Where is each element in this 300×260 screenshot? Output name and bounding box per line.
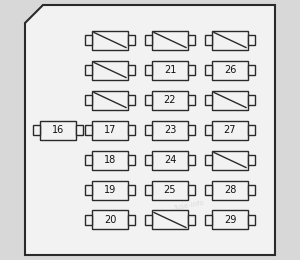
Bar — [145, 215, 152, 225]
Bar — [128, 35, 135, 45]
Bar — [128, 215, 135, 225]
Bar — [85, 125, 92, 135]
Bar — [92, 151, 128, 170]
Bar — [248, 95, 255, 105]
Bar — [92, 90, 128, 109]
Bar — [188, 155, 195, 165]
Bar — [145, 125, 152, 135]
Bar — [85, 215, 92, 225]
Polygon shape — [25, 5, 275, 255]
Text: fuse-info: fuse-info — [174, 199, 206, 211]
Bar — [145, 95, 152, 105]
Text: 24: 24 — [164, 155, 176, 165]
Bar — [188, 65, 195, 75]
Bar — [212, 211, 248, 230]
Bar — [205, 125, 212, 135]
Bar — [40, 120, 76, 140]
Bar — [145, 65, 152, 75]
Bar — [188, 125, 195, 135]
Bar — [33, 125, 40, 135]
Bar — [85, 185, 92, 195]
Bar — [152, 90, 188, 109]
Bar — [85, 95, 92, 105]
Bar — [212, 90, 248, 109]
Text: 25: 25 — [164, 185, 176, 195]
Bar — [92, 180, 128, 199]
Text: 19: 19 — [104, 185, 116, 195]
Bar — [205, 65, 212, 75]
Bar — [152, 61, 188, 80]
Bar — [92, 211, 128, 230]
Bar — [152, 211, 188, 230]
Text: 28: 28 — [224, 185, 236, 195]
Bar — [128, 185, 135, 195]
Bar — [205, 95, 212, 105]
Bar — [152, 180, 188, 199]
Bar — [205, 215, 212, 225]
Bar — [188, 35, 195, 45]
Text: 29: 29 — [224, 215, 236, 225]
Bar — [92, 120, 128, 140]
Bar — [212, 120, 248, 140]
Bar — [188, 215, 195, 225]
Bar — [248, 155, 255, 165]
Bar — [145, 35, 152, 45]
Bar — [212, 151, 248, 170]
Bar — [205, 155, 212, 165]
Text: 18: 18 — [104, 155, 116, 165]
Text: 27: 27 — [224, 125, 236, 135]
Bar — [76, 125, 83, 135]
Bar — [212, 61, 248, 80]
Text: 22: 22 — [164, 95, 176, 105]
Bar — [92, 61, 128, 80]
Bar — [85, 35, 92, 45]
Bar — [152, 151, 188, 170]
Bar — [128, 65, 135, 75]
Bar — [205, 185, 212, 195]
Bar — [152, 30, 188, 49]
Bar — [128, 155, 135, 165]
Bar — [212, 180, 248, 199]
Text: 20: 20 — [104, 215, 116, 225]
Bar — [248, 125, 255, 135]
Bar — [248, 35, 255, 45]
Bar — [85, 155, 92, 165]
Bar — [188, 95, 195, 105]
Bar — [152, 120, 188, 140]
Text: 16: 16 — [52, 125, 64, 135]
Bar — [248, 65, 255, 75]
Bar — [145, 155, 152, 165]
Bar — [188, 185, 195, 195]
Bar — [128, 125, 135, 135]
Text: 17: 17 — [104, 125, 116, 135]
Bar — [85, 65, 92, 75]
Bar — [128, 95, 135, 105]
Bar — [92, 30, 128, 49]
Bar — [145, 185, 152, 195]
Bar — [248, 215, 255, 225]
Text: 21: 21 — [164, 65, 176, 75]
Bar — [212, 30, 248, 49]
Bar — [205, 35, 212, 45]
Text: 23: 23 — [164, 125, 176, 135]
Bar — [248, 185, 255, 195]
Text: 26: 26 — [224, 65, 236, 75]
